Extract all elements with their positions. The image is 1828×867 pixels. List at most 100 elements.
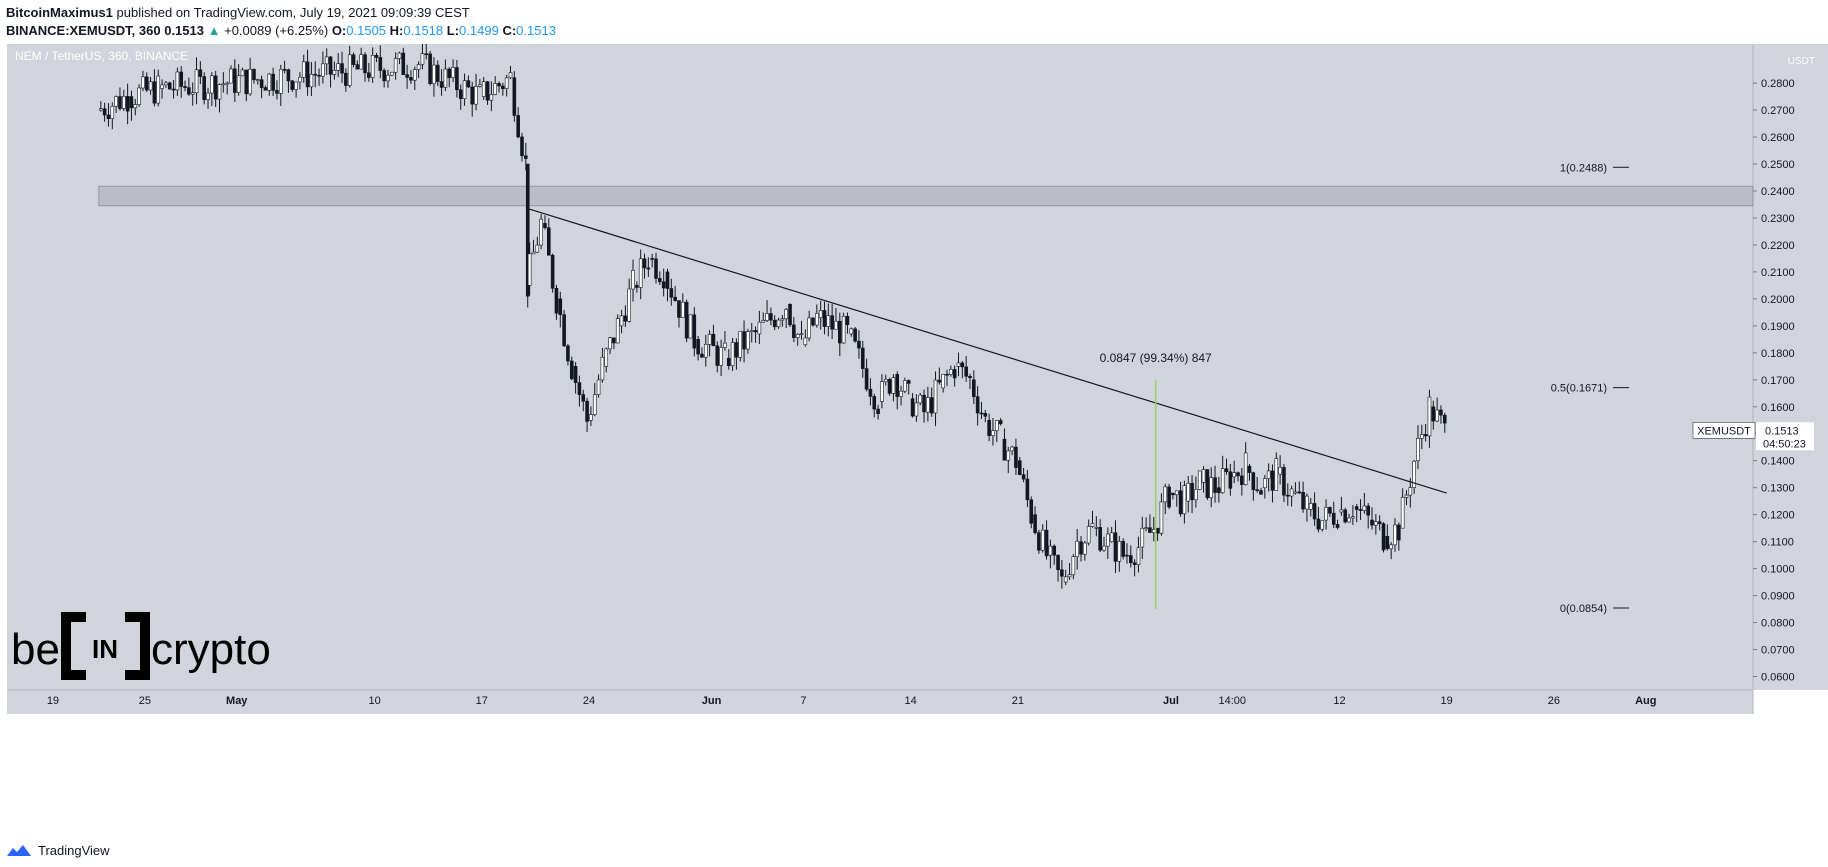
price-axis[interactable] [1753, 44, 1828, 690]
candle-body [1278, 467, 1282, 475]
candle-body [1079, 541, 1083, 555]
x-tick-label: May [226, 695, 248, 707]
candle-body [929, 397, 934, 414]
candle-body [975, 396, 980, 414]
candle-body [1205, 469, 1210, 499]
y-tick-label: 0.1400 [1761, 456, 1795, 468]
y-tick-label: 0.1800 [1761, 348, 1795, 360]
high-label: H: [389, 23, 404, 38]
candle-body [458, 89, 463, 99]
candle-body [726, 357, 731, 367]
last-price-tag: XEMUSDT 0.1513 04:50:23 [1692, 422, 1814, 451]
candle-body [1431, 406, 1436, 422]
candle-body [428, 53, 432, 84]
y-tick-label: 0.0900 [1761, 591, 1795, 603]
candle-body [589, 414, 593, 421]
candle-body [604, 348, 609, 367]
candle-body [1075, 540, 1079, 557]
candle-body [141, 76, 145, 89]
candle-body [1194, 489, 1198, 501]
candle-body [309, 73, 314, 88]
candle-body [401, 52, 406, 75]
candle-body [964, 366, 968, 377]
candle-body [952, 369, 957, 379]
chart-area[interactable]: 0.0847 (99.34%) 847 1(0.2488) 0.5(0.1671) 0… [7, 44, 1828, 804]
x-tick-label: 14:00 [1218, 695, 1246, 707]
candle-body [991, 430, 995, 436]
watermark-mid: IN [92, 634, 118, 664]
descending-trendline [527, 207, 1447, 494]
y-tick-label: 0.1700 [1761, 375, 1795, 387]
candle-body [99, 108, 103, 111]
footer-brand[interactable]: TradingView [38, 842, 110, 858]
time-axis[interactable] [7, 690, 1753, 714]
price-change: +0.0089 (+6.25%) [224, 23, 329, 38]
candle-body [937, 379, 942, 383]
y-tick-label: 0.1100 [1761, 537, 1794, 549]
fib-level-label: 0.5(0.1671) [1551, 383, 1607, 395]
candle-body [206, 92, 210, 100]
y-tick-label: 0.2200 [1761, 240, 1795, 252]
x-tick-label: 10 [368, 695, 380, 707]
x-tick-label: Jun [702, 695, 722, 707]
author-name[interactable]: BitcoinMaximus1 [6, 5, 113, 20]
candle-body [703, 344, 708, 358]
candle-body [1240, 475, 1244, 485]
candle-body [481, 81, 486, 97]
candle-body [1397, 524, 1401, 541]
candle-body [753, 330, 758, 333]
candle-body [569, 360, 574, 380]
candle-body [137, 87, 141, 105]
candle-body [715, 345, 720, 366]
candle-body [416, 64, 421, 70]
candle-body [1255, 489, 1259, 491]
candle-body [1121, 540, 1125, 557]
candle-body [811, 317, 815, 326]
candle-body [1412, 460, 1416, 488]
price-chart[interactable]: 0.0847 (99.34%) 847 1(0.2488) 0.5(0.1671) 0… [7, 44, 1828, 804]
candle-body [301, 61, 306, 78]
candle-body [439, 81, 444, 88]
candle-body [945, 373, 949, 376]
candle-body [1037, 532, 1041, 551]
header-line-1: BitcoinMaximus1 published on TradingView… [6, 4, 556, 22]
candle-body [497, 83, 501, 87]
tradingview-logo-icon[interactable] [6, 842, 32, 858]
y-tick-label: 0.1300 [1761, 483, 1795, 495]
candle-body [1385, 535, 1390, 550]
candle-body [1002, 438, 1007, 461]
candle-body [501, 85, 505, 89]
watermark-left: be [11, 625, 60, 674]
low-value: 0.1499 [459, 23, 499, 38]
candle-body [148, 81, 153, 91]
candle-body [1151, 529, 1156, 533]
candle-body [788, 303, 792, 326]
candle-body [642, 258, 647, 269]
candle-body [1174, 490, 1179, 496]
candle-body [841, 315, 846, 344]
candle-body [152, 81, 157, 104]
candle-body [581, 394, 586, 402]
candle-body [125, 96, 130, 112]
y-tick-label: 0.2600 [1761, 132, 1795, 144]
candle-body [749, 330, 754, 332]
candle-body [780, 318, 785, 321]
candle-body [470, 86, 475, 105]
candle-body [738, 331, 743, 358]
x-tick-label: 24 [583, 695, 595, 707]
candle-body [1259, 490, 1263, 495]
measure-label: 0.0847 (99.34%) 847 [1100, 351, 1212, 365]
candle-body [761, 320, 766, 323]
candle-body [1014, 446, 1018, 468]
y-tick-label: 0.0600 [1761, 672, 1795, 684]
candle-body [236, 75, 241, 93]
candle-body [1236, 472, 1240, 477]
candle-body [535, 244, 540, 253]
candle-body [1285, 494, 1290, 497]
candle-body [187, 87, 191, 95]
candle-body [278, 69, 283, 94]
candle-body [1029, 499, 1034, 524]
candle-body [121, 96, 126, 109]
candle-body [1442, 414, 1447, 424]
candle-body [1374, 521, 1378, 526]
